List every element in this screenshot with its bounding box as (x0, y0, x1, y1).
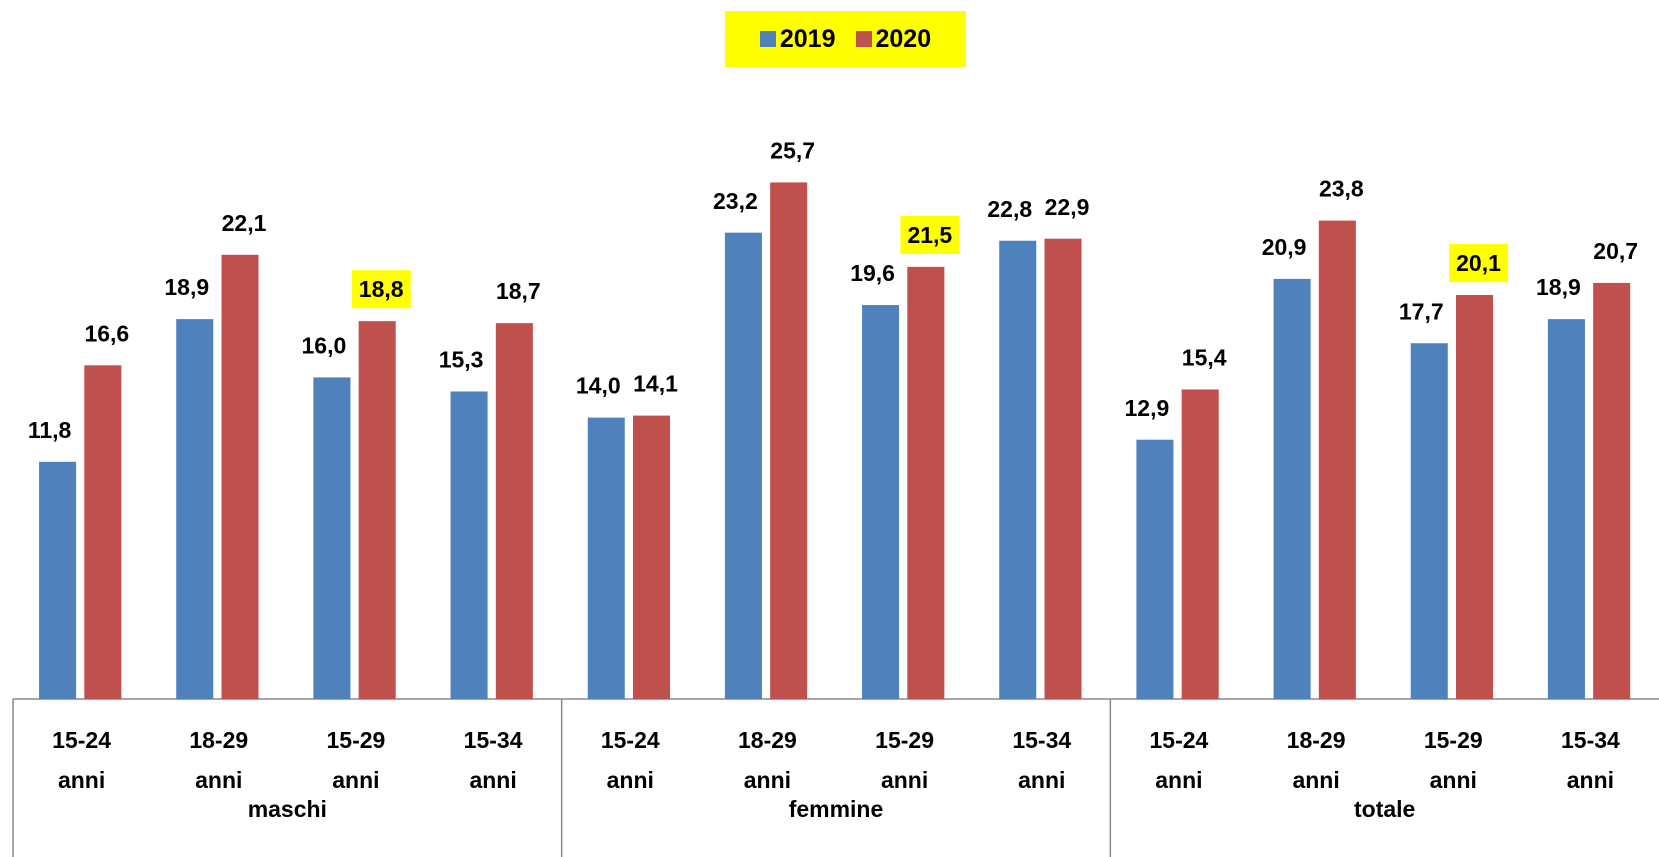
data-label: 18,8 (359, 276, 404, 302)
group-label: femmine (788, 796, 884, 822)
bar (632, 415, 671, 699)
bar (450, 391, 488, 699)
bar (1410, 343, 1448, 699)
data-label: 23,2 (713, 188, 758, 214)
x-tick-label: 15-34 anni (1012, 727, 1072, 793)
data-label: 18,9 (164, 274, 209, 300)
data-label: 19,6 (850, 260, 895, 286)
x-tick-label: 15-29 anni (326, 727, 386, 793)
bar (1044, 238, 1082, 699)
x-tick-label: 18-29 anni (189, 727, 249, 793)
group-label: totale (1353, 796, 1416, 822)
label-highlight (900, 215, 960, 254)
legend-swatch (855, 31, 872, 47)
x-tick-label: 15-24 anni (600, 727, 660, 793)
bar (862, 305, 900, 699)
data-labels: 11,8 18,9 16,0 15,3 14,0 23,2 19,6 22,8 12,9 20,9… (28, 138, 1638, 443)
data-label: 15,3 (439, 347, 484, 373)
bar (724, 232, 762, 699)
legend: 2019 2020 (725, 11, 966, 67)
data-label: 22,1 (222, 210, 267, 236)
bar (1547, 319, 1585, 699)
x-tick-label: 15-29 anni (875, 727, 934, 793)
legend-swatch (759, 31, 776, 47)
bar (221, 254, 259, 700)
bar (1273, 278, 1311, 699)
bar (1318, 220, 1356, 699)
bar (770, 182, 808, 699)
bar (1136, 439, 1174, 699)
data-label: 20,9 (1262, 234, 1307, 260)
legend-label: 2020 (875, 24, 932, 53)
legend-item: 2020 (855, 24, 932, 54)
data-label: 11,8 (28, 417, 72, 443)
bar (1181, 389, 1219, 699)
bar (358, 321, 396, 699)
data-label: 22,9 (1045, 194, 1090, 220)
x-tick-label: 18-29 anni (1286, 727, 1346, 793)
data-label: 15,4 (1182, 345, 1227, 371)
bar (495, 323, 533, 699)
bar (1455, 294, 1494, 699)
x-tick-label: 15-24 anni (1149, 727, 1209, 793)
legend-item: 2019 (759, 24, 836, 54)
data-label: 22,8 (987, 196, 1032, 222)
data-label: 17,7 (1399, 298, 1444, 324)
x-tick-label: 15-34 anni (463, 727, 523, 793)
x-tick-label: 15-34 anni (1560, 727, 1620, 793)
bar (907, 266, 945, 699)
bar (587, 417, 625, 699)
data-label: 20,1 (1456, 250, 1501, 276)
label-highlight (351, 270, 411, 309)
bar (84, 365, 122, 699)
data-label: 20,7 (1593, 238, 1638, 264)
data-label: 23,8 (1319, 176, 1364, 202)
data-label: 16,6 (84, 320, 129, 346)
data-label: 21,5 (907, 222, 952, 248)
x-tick-label: 18-29 anni (737, 727, 797, 793)
data-label: 18,9 (1536, 274, 1581, 300)
x-tick-label: 15-29 anni (1423, 727, 1483, 793)
data-label: 12,9 (1125, 395, 1170, 421)
bar (39, 461, 77, 699)
bar (999, 240, 1037, 699)
bar (1593, 282, 1631, 699)
data-label: 25,7 (770, 138, 815, 164)
data-label: 16,0 (302, 332, 347, 358)
label-highlight (1449, 244, 1509, 283)
group-label: maschi (247, 796, 327, 822)
bar (313, 377, 351, 699)
data-label: 14,1 (633, 371, 678, 397)
data-label: 18,7 (496, 278, 541, 304)
data-label: 14,0 (576, 373, 621, 399)
x-tick-label: 15-24 anni (52, 727, 111, 793)
legend-label: 2019 (779, 24, 836, 53)
bar (176, 319, 214, 699)
